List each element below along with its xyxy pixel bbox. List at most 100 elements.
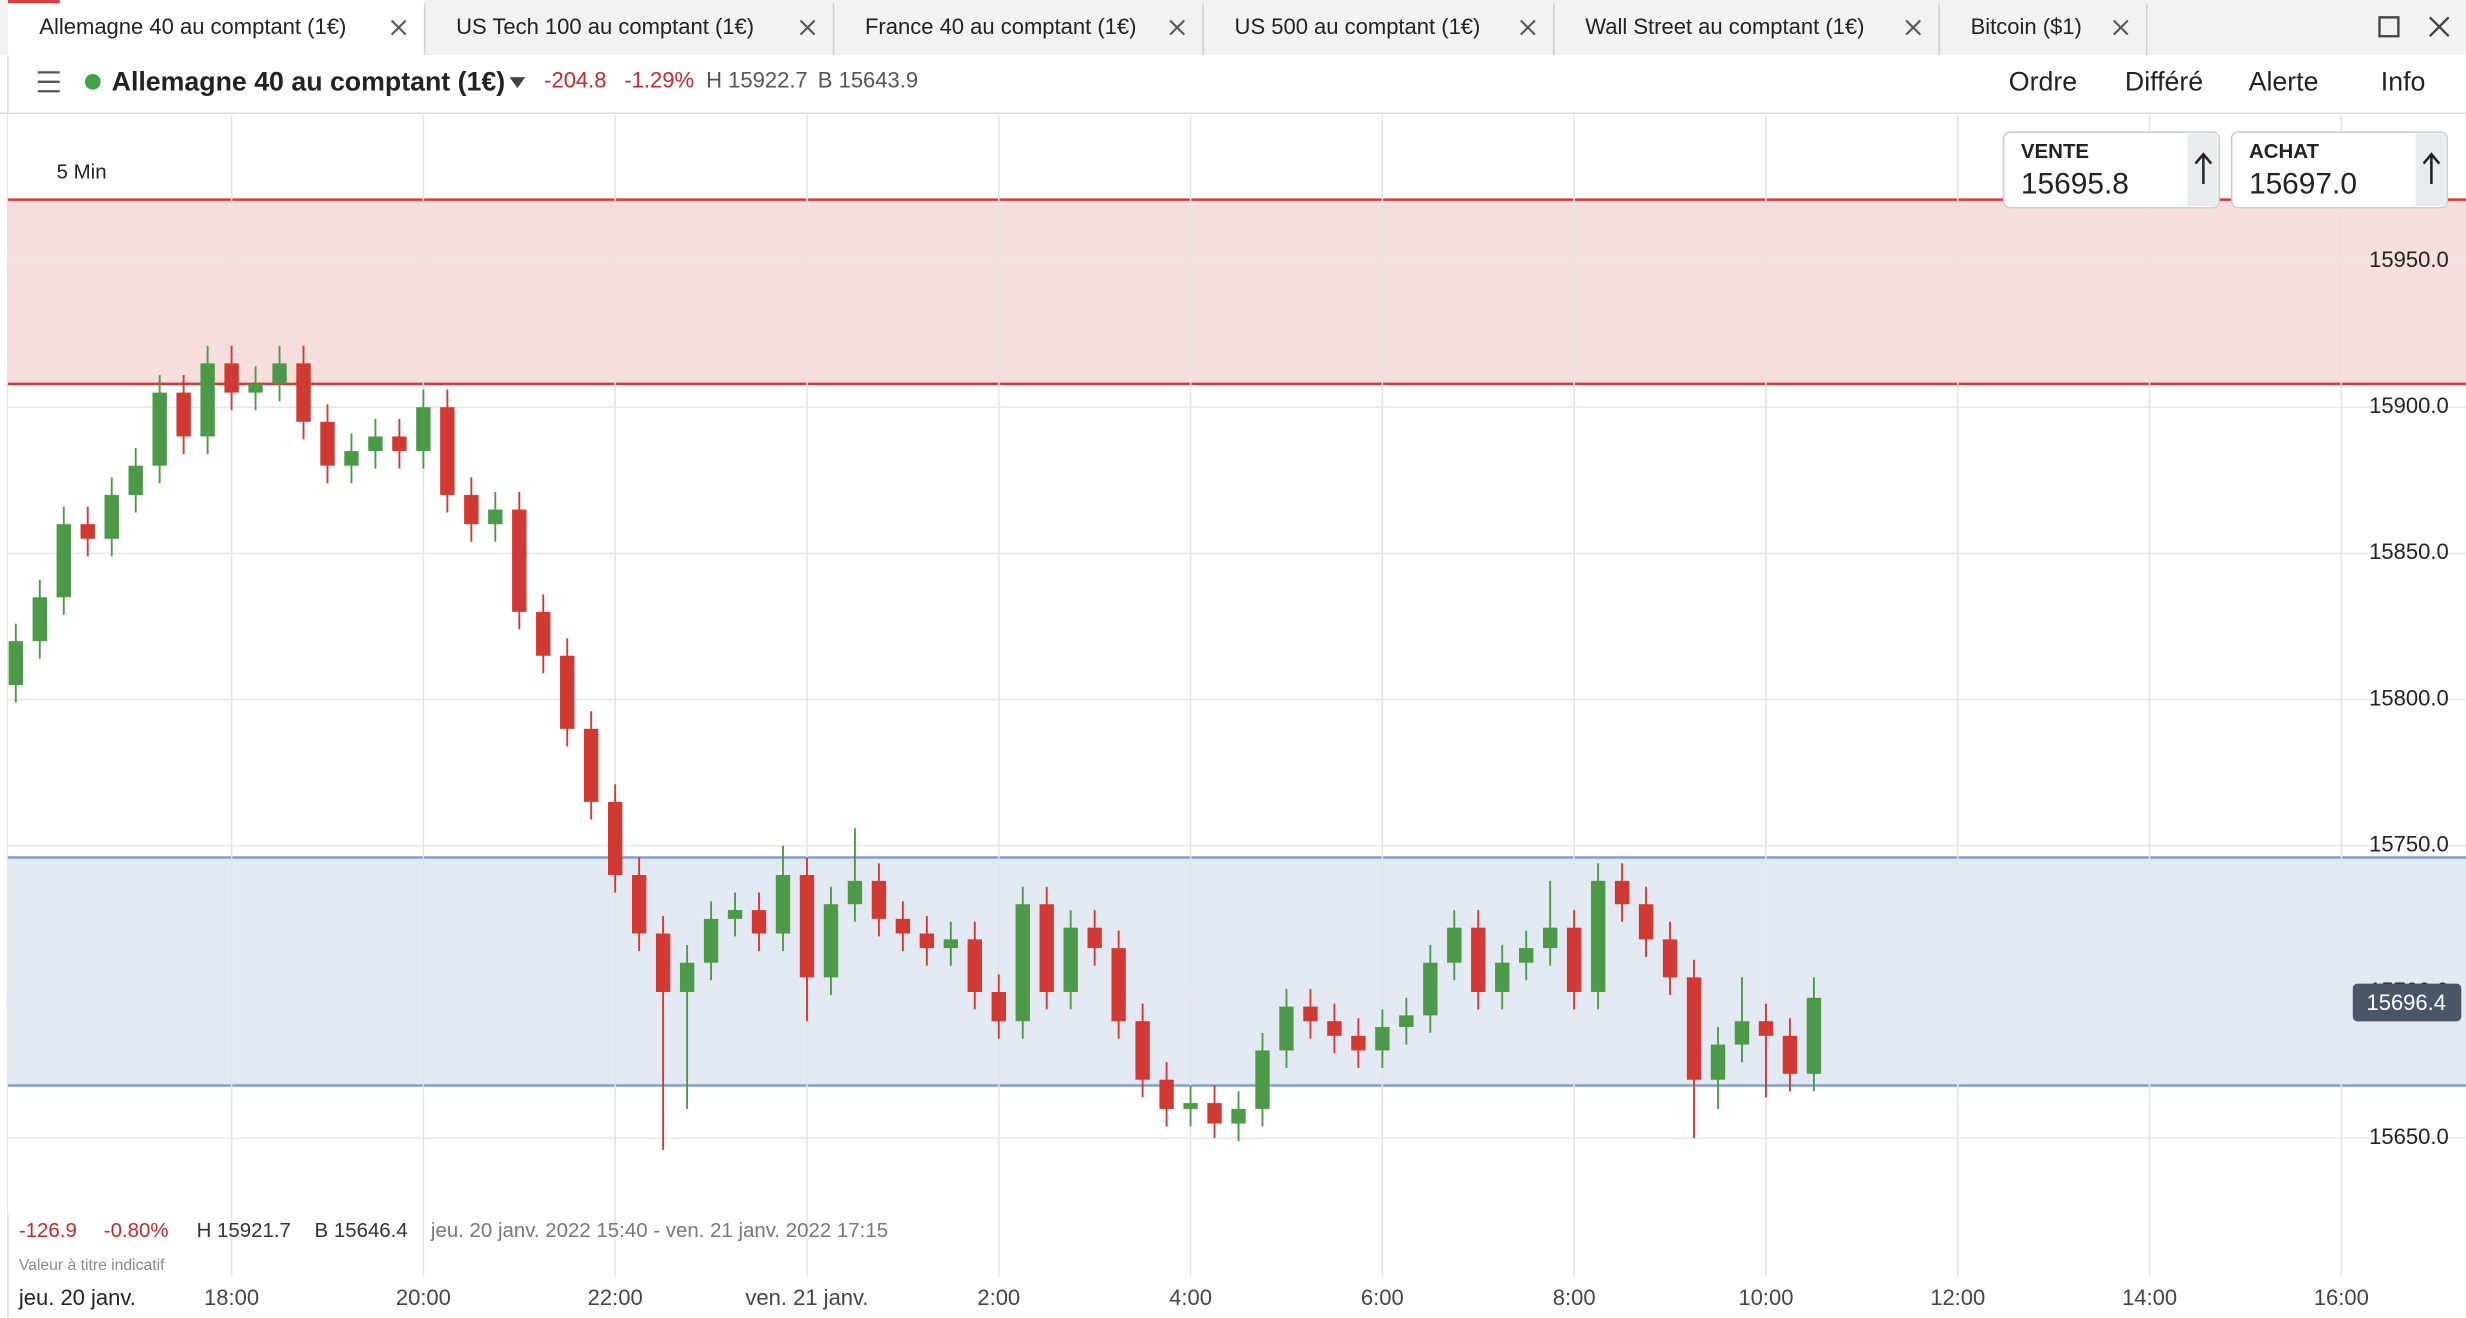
x-tick-label: 16:00 bbox=[2314, 1285, 2369, 1310]
tab-close[interactable] bbox=[799, 19, 816, 36]
candle-body bbox=[1710, 1044, 1726, 1080]
footer-low: B 15646.4 bbox=[315, 1219, 408, 1242]
candle-body bbox=[320, 421, 335, 466]
tab-label[interactable]: Wall Street au comptant (1€) bbox=[1585, 14, 1864, 39]
candle-body bbox=[655, 933, 671, 992]
candle-body bbox=[392, 436, 407, 452]
candle-body bbox=[1183, 1103, 1198, 1109]
tab-label[interactable]: Allemagne 40 au comptant (1€) bbox=[39, 14, 346, 39]
candle-body bbox=[1519, 948, 1534, 963]
candle-body bbox=[1734, 1021, 1750, 1045]
candle-body bbox=[1399, 1015, 1414, 1028]
footer-change: -126.9 bbox=[19, 1219, 77, 1242]
maximize-button[interactable] bbox=[2378, 16, 2400, 38]
last-price-label: 15696.4 bbox=[2366, 990, 2446, 1015]
interval-label[interactable]: 5 Min bbox=[57, 160, 107, 183]
quote-arrow bbox=[2194, 152, 2213, 185]
last-price-tag bbox=[2352, 983, 2462, 1022]
x-tick-label: ven. 21 janv. bbox=[745, 1285, 868, 1310]
candle-body bbox=[1686, 977, 1702, 1080]
x-tick-label: 20:00 bbox=[396, 1285, 451, 1310]
quote-price: 15695.8 bbox=[2021, 168, 2129, 201]
candle-body bbox=[1471, 927, 1486, 992]
x-tick-label: 22:00 bbox=[588, 1285, 643, 1310]
menu-item[interactable]: Info bbox=[2381, 66, 2426, 96]
tab-close[interactable] bbox=[2112, 19, 2129, 36]
x-tick-label: 2:00 bbox=[977, 1285, 1020, 1310]
tab-close[interactable] bbox=[1169, 19, 1185, 36]
candle-body bbox=[1039, 904, 1054, 992]
change: -204.8 bbox=[544, 68, 606, 93]
footer-note: Valeur à titre indicatif bbox=[19, 1257, 165, 1274]
candle-body bbox=[1375, 1027, 1390, 1051]
candle-body bbox=[1566, 927, 1582, 992]
candle-body bbox=[536, 611, 551, 656]
tab-accent bbox=[7, 0, 60, 4]
candle-body bbox=[1111, 948, 1126, 1022]
x-tick-label: 8:00 bbox=[1553, 1285, 1596, 1310]
tab-label[interactable]: France 40 au comptant (1€) bbox=[865, 14, 1136, 39]
candle-body bbox=[368, 436, 383, 452]
tab-close[interactable] bbox=[1905, 19, 1921, 36]
candle-body bbox=[847, 880, 863, 905]
x-tick-label: 10:00 bbox=[1738, 1285, 1793, 1310]
candle-body bbox=[823, 904, 839, 978]
tab-label[interactable]: US Tech 100 au comptant (1€) bbox=[456, 14, 754, 39]
y-tick-label: 15750.0 bbox=[2369, 832, 2449, 857]
candle-body bbox=[512, 509, 527, 612]
candle-body bbox=[799, 875, 815, 978]
x-tick-label: 12:00 bbox=[1930, 1285, 1985, 1310]
chart: 5 Min15650.015700.015750.015800.015850.0… bbox=[7, 114, 2466, 1310]
y-tick-label: 15800.0 bbox=[2369, 685, 2449, 710]
candle-body bbox=[631, 875, 647, 934]
candle-body bbox=[8, 641, 24, 685]
candle-body bbox=[1614, 880, 1630, 905]
menu-item[interactable]: Ordre bbox=[2009, 66, 2077, 96]
candle-body bbox=[176, 392, 191, 437]
x-tick-label: 18:00 bbox=[204, 1285, 259, 1310]
footer-high: H 15921.7 bbox=[197, 1219, 291, 1242]
candle-body bbox=[1327, 1021, 1342, 1036]
zone bbox=[7, 857, 2466, 1086]
candle-body bbox=[1590, 880, 1606, 992]
quote-arrow bbox=[2422, 152, 2441, 185]
tab-label[interactable]: Bitcoin ($1) bbox=[1971, 14, 2082, 39]
status-dot bbox=[84, 73, 101, 90]
menu-item[interactable]: Alerte bbox=[2249, 66, 2319, 96]
candle-body bbox=[679, 962, 695, 992]
y-tick-label: 15900.0 bbox=[2369, 393, 2449, 418]
candle-body bbox=[703, 918, 719, 963]
tab-close[interactable] bbox=[1520, 19, 1536, 36]
candle-body bbox=[560, 655, 575, 729]
candle-body bbox=[895, 918, 911, 934]
candle-body bbox=[1063, 927, 1078, 992]
hamburger-icon[interactable] bbox=[37, 71, 60, 93]
candle-body bbox=[32, 597, 47, 642]
candle-body bbox=[56, 524, 71, 598]
candle-body bbox=[104, 494, 119, 539]
quote-price: 15697.0 bbox=[2249, 168, 2357, 201]
candle-body bbox=[344, 451, 359, 466]
candle-body bbox=[1303, 1006, 1318, 1022]
candle-body bbox=[943, 939, 959, 949]
y-tick-label: 15950.0 bbox=[2369, 247, 2449, 272]
instrument-dropdown[interactable] bbox=[509, 77, 526, 89]
tab-label[interactable]: US 500 au comptant (1€) bbox=[1235, 14, 1481, 39]
y-tick-label: 15850.0 bbox=[2369, 539, 2449, 564]
candle-body bbox=[1135, 1021, 1150, 1080]
candle-body bbox=[991, 991, 1006, 1022]
zone bbox=[7, 199, 2466, 384]
menu-item[interactable]: Différé bbox=[2125, 66, 2203, 96]
candle-body bbox=[871, 880, 887, 919]
tab-close[interactable] bbox=[390, 19, 407, 36]
instrument-name[interactable]: Allemagne 40 au comptant (1€) bbox=[112, 66, 505, 96]
quote-box[interactable] bbox=[2002, 131, 2220, 209]
candle-body bbox=[1231, 1108, 1246, 1124]
x-tick-label: 6:00 bbox=[1361, 1285, 1404, 1310]
candle-body bbox=[1662, 939, 1678, 978]
candle-body bbox=[1279, 1006, 1294, 1051]
active-tab bbox=[7, 0, 425, 57]
quote-box[interactable] bbox=[2230, 131, 2448, 209]
close-window-button[interactable] bbox=[2428, 16, 2450, 38]
candle-body bbox=[919, 933, 935, 949]
